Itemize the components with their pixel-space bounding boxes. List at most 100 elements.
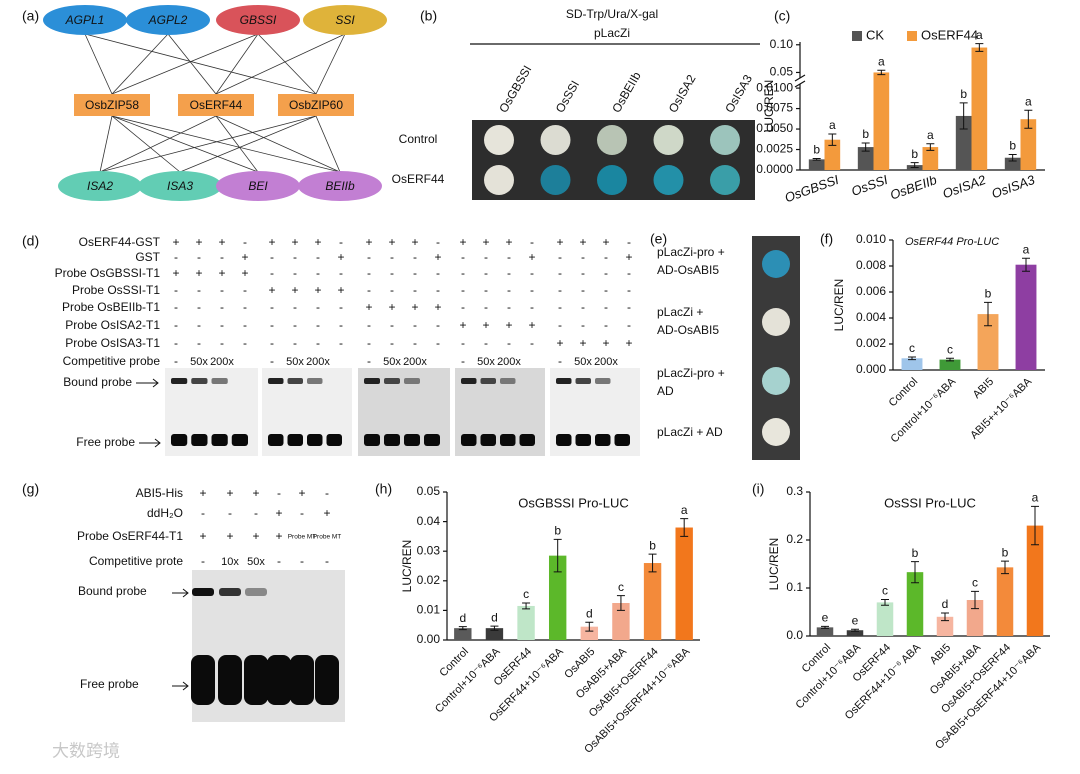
yeast-spot [710,165,740,195]
y-tick-label: 0.05 [417,484,441,498]
lane-symbol: - [174,354,178,368]
lane-symbol: 200x [210,356,234,368]
node [138,171,222,201]
lane-symbol: + [411,235,418,249]
assay-subtitle: pLacZi [594,26,630,40]
lane-symbol: + [241,266,248,280]
node [278,94,354,116]
y-tick-label: 0.02 [417,573,441,587]
construct-label: AD-OsABI5 [657,263,719,277]
bar [873,72,890,170]
error-bar [812,158,821,161]
lane-symbol: - [316,318,320,332]
panel-label: (b) [420,8,437,24]
legend-label: CK [866,27,884,42]
lane-symbol: + [482,235,489,249]
bar [857,147,874,170]
lane-symbol: - [461,300,465,314]
arrow [136,378,159,388]
lane-symbol: - [316,250,320,264]
construct-label: pLacZi-pro + [657,245,725,259]
lane-symbol: - [201,506,205,520]
lane-symbol: - [558,250,562,264]
gel-band [290,655,314,705]
gel-label: Bound probe [78,584,147,598]
node-label: ISA2 [87,179,113,193]
lane-symbol: - [339,266,343,280]
lane-symbol: - [461,336,465,350]
lane-symbol: - [270,318,274,332]
node-label: BEIIb [325,179,355,193]
lane-symbol: + [579,336,586,350]
y-axis-label: LUC/REN [767,538,781,591]
lane-symbol: - [339,336,343,350]
lane-symbol: + [252,486,259,500]
lane-symbol: - [174,300,178,314]
significance-letter: d [586,606,593,620]
error-bar [490,625,499,631]
significance-letter: c [523,587,529,601]
lane-symbol: + [388,300,395,314]
significance-letter: b [1002,545,1009,559]
lane-row-label: Probe OsISA2-T1 [65,318,160,332]
yeast-spot [710,125,740,155]
node-label: OsbZIP58 [85,98,139,112]
lane-row-label: Competitive prote [89,554,183,568]
lane-symbol: 10x [221,556,239,568]
network-nodes: AGPL1 AGPL2 GBSSI SSI OsbZIP58 OsERF44 O… [43,5,387,201]
node [43,5,127,35]
bar [936,616,954,636]
significance-letter: a [878,54,885,68]
panel-label: (a) [22,8,39,24]
lane-symbol: + [291,283,298,297]
x-tick-label: OsISA2 [940,172,988,202]
lane-symbol: - [461,266,465,280]
significance-letter: b [862,127,869,141]
lane-symbol: - [604,318,608,332]
lane-symbol: - [243,336,247,350]
lane-row-label: Probe OsSSI-T1 [72,283,160,297]
lane-symbol: + [226,486,233,500]
lane-symbol: - [174,283,178,297]
lane-symbol: + [365,235,372,249]
lane-symbol: - [390,266,394,280]
lane-symbol: + [602,235,609,249]
lane-symbol: + [434,300,441,314]
lane-symbol: - [367,354,371,368]
gel-band [614,434,630,446]
significance-letter: c [618,580,624,594]
error-bar [959,102,968,130]
y-tick-label: 0.0025 [756,142,793,156]
lane-symbol: - [293,250,297,264]
error-bar [1008,153,1017,162]
gel-band [461,434,477,446]
gel-band [326,434,342,446]
y-tick-label: 0.002 [856,336,886,350]
lane-symbol: - [507,300,511,314]
panel-label: (d) [22,233,39,249]
yeast-spot [540,165,571,195]
bar [971,47,988,170]
lane-symbol: - [339,300,343,314]
lane-symbol: - [484,300,488,314]
lane-row-label: Competitive probe [63,354,161,368]
bar [922,147,939,170]
lane-symbol: 200x [403,356,427,368]
node-label: OsbZIP60 [289,98,343,112]
lane-symbol: - [530,266,534,280]
lane-symbol: - [201,554,205,568]
lane-symbol: + [323,506,330,520]
lane-symbol: - [627,235,631,249]
significance-letter: e [822,611,829,625]
error-bar [585,621,594,632]
lane-symbol: - [243,300,247,314]
significance-letter: a [681,503,688,517]
gel-band [244,655,268,705]
lane-symbol: + [218,266,225,280]
lane-symbol: - [325,486,329,500]
lane-symbol: - [604,266,608,280]
lane-symbol: - [197,283,201,297]
significance-letter: d [459,611,466,625]
lane-symbol: - [558,354,562,368]
bar [1015,264,1037,370]
